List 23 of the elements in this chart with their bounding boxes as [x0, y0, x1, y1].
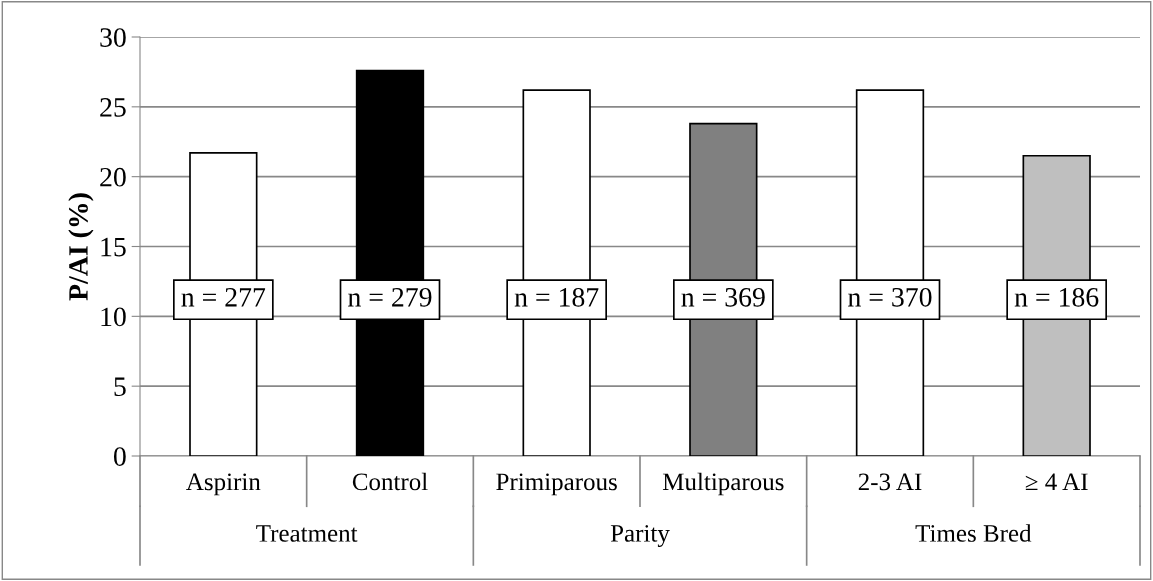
y-tick-label: 25 — [100, 98, 126, 117]
text: Times Bred — [915, 524, 1032, 542]
annotation: n = 277 — [181, 288, 266, 307]
x-tick-label: ≥ 4 AI — [1025, 473, 1088, 491]
text: Treatment — [256, 525, 358, 542]
y-tick-label: 30 — [100, 28, 126, 47]
x-tick-label: 2-3 AI — [858, 473, 922, 491]
y-tick-label: 15 — [101, 237, 126, 257]
x-tick-label: Primiparous — [496, 473, 617, 496]
text: Parity — [610, 525, 670, 547]
y-tick-label: 20 — [100, 167, 126, 187]
x-tick-label: Control — [352, 472, 428, 491]
annotation: n = 369 — [681, 288, 765, 307]
y-axis-title: P/AI (%) — [68, 193, 94, 301]
x-tick-label: Multiparous — [662, 472, 784, 496]
annotation: n = 187 — [514, 287, 599, 307]
annotation: n = 186 — [1014, 287, 1099, 307]
y-tick-label: 5 — [114, 377, 126, 397]
annotation: n = 370 — [848, 287, 932, 307]
y-tick-label: 0 — [113, 447, 126, 466]
y-tick-label: 10 — [101, 307, 126, 327]
x-tick-label: Aspirin — [186, 473, 261, 496]
annotation: n = 279 — [348, 288, 432, 307]
